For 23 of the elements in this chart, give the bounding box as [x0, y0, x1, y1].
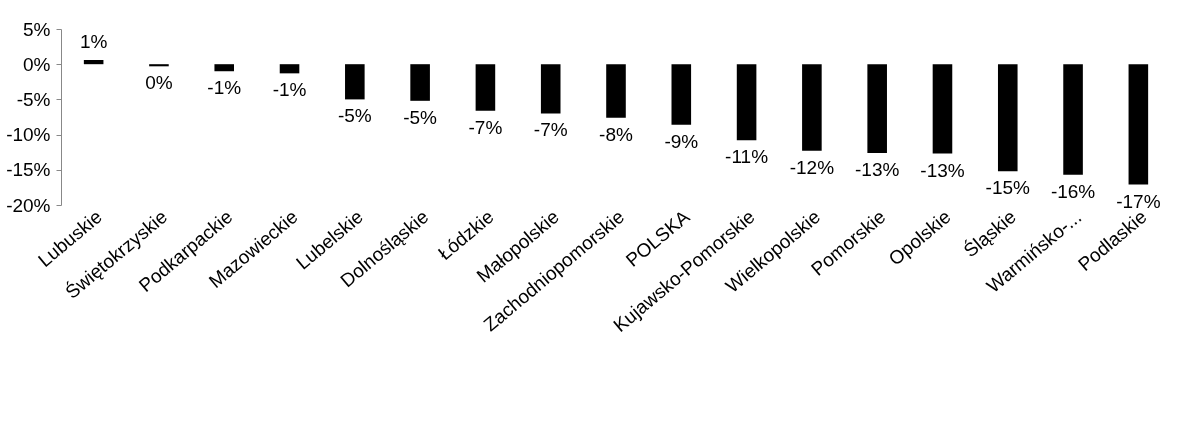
data-label: -16%	[1050, 180, 1096, 202]
data-label: -7%	[468, 116, 503, 138]
y-tick-label: 0%	[23, 53, 51, 75]
data-label: 0%	[145, 72, 173, 94]
data-label: -11%	[725, 146, 769, 168]
y-tick-label: 5%	[23, 18, 51, 40]
data-label: -8%	[599, 123, 633, 145]
data-label: -13%	[920, 159, 965, 181]
y-tick-label: -20%	[6, 194, 51, 216]
data-label: -5%	[337, 105, 372, 127]
data-label: -1%	[207, 77, 242, 99]
data-label: -1%	[272, 79, 307, 101]
data-label: -9%	[664, 130, 699, 152]
y-tick-label: -5%	[16, 88, 51, 110]
data-label: -5%	[403, 106, 438, 128]
data-label: -12%	[789, 156, 835, 178]
data-label: 1%	[79, 30, 108, 52]
data-label: -7%	[533, 119, 568, 141]
y-tick-label: -15%	[6, 159, 51, 181]
data-label: -15%	[985, 177, 1031, 199]
data-label: -17%	[1116, 190, 1161, 212]
y-tick-label: -10%	[6, 124, 51, 146]
data-label: -13%	[855, 158, 900, 180]
